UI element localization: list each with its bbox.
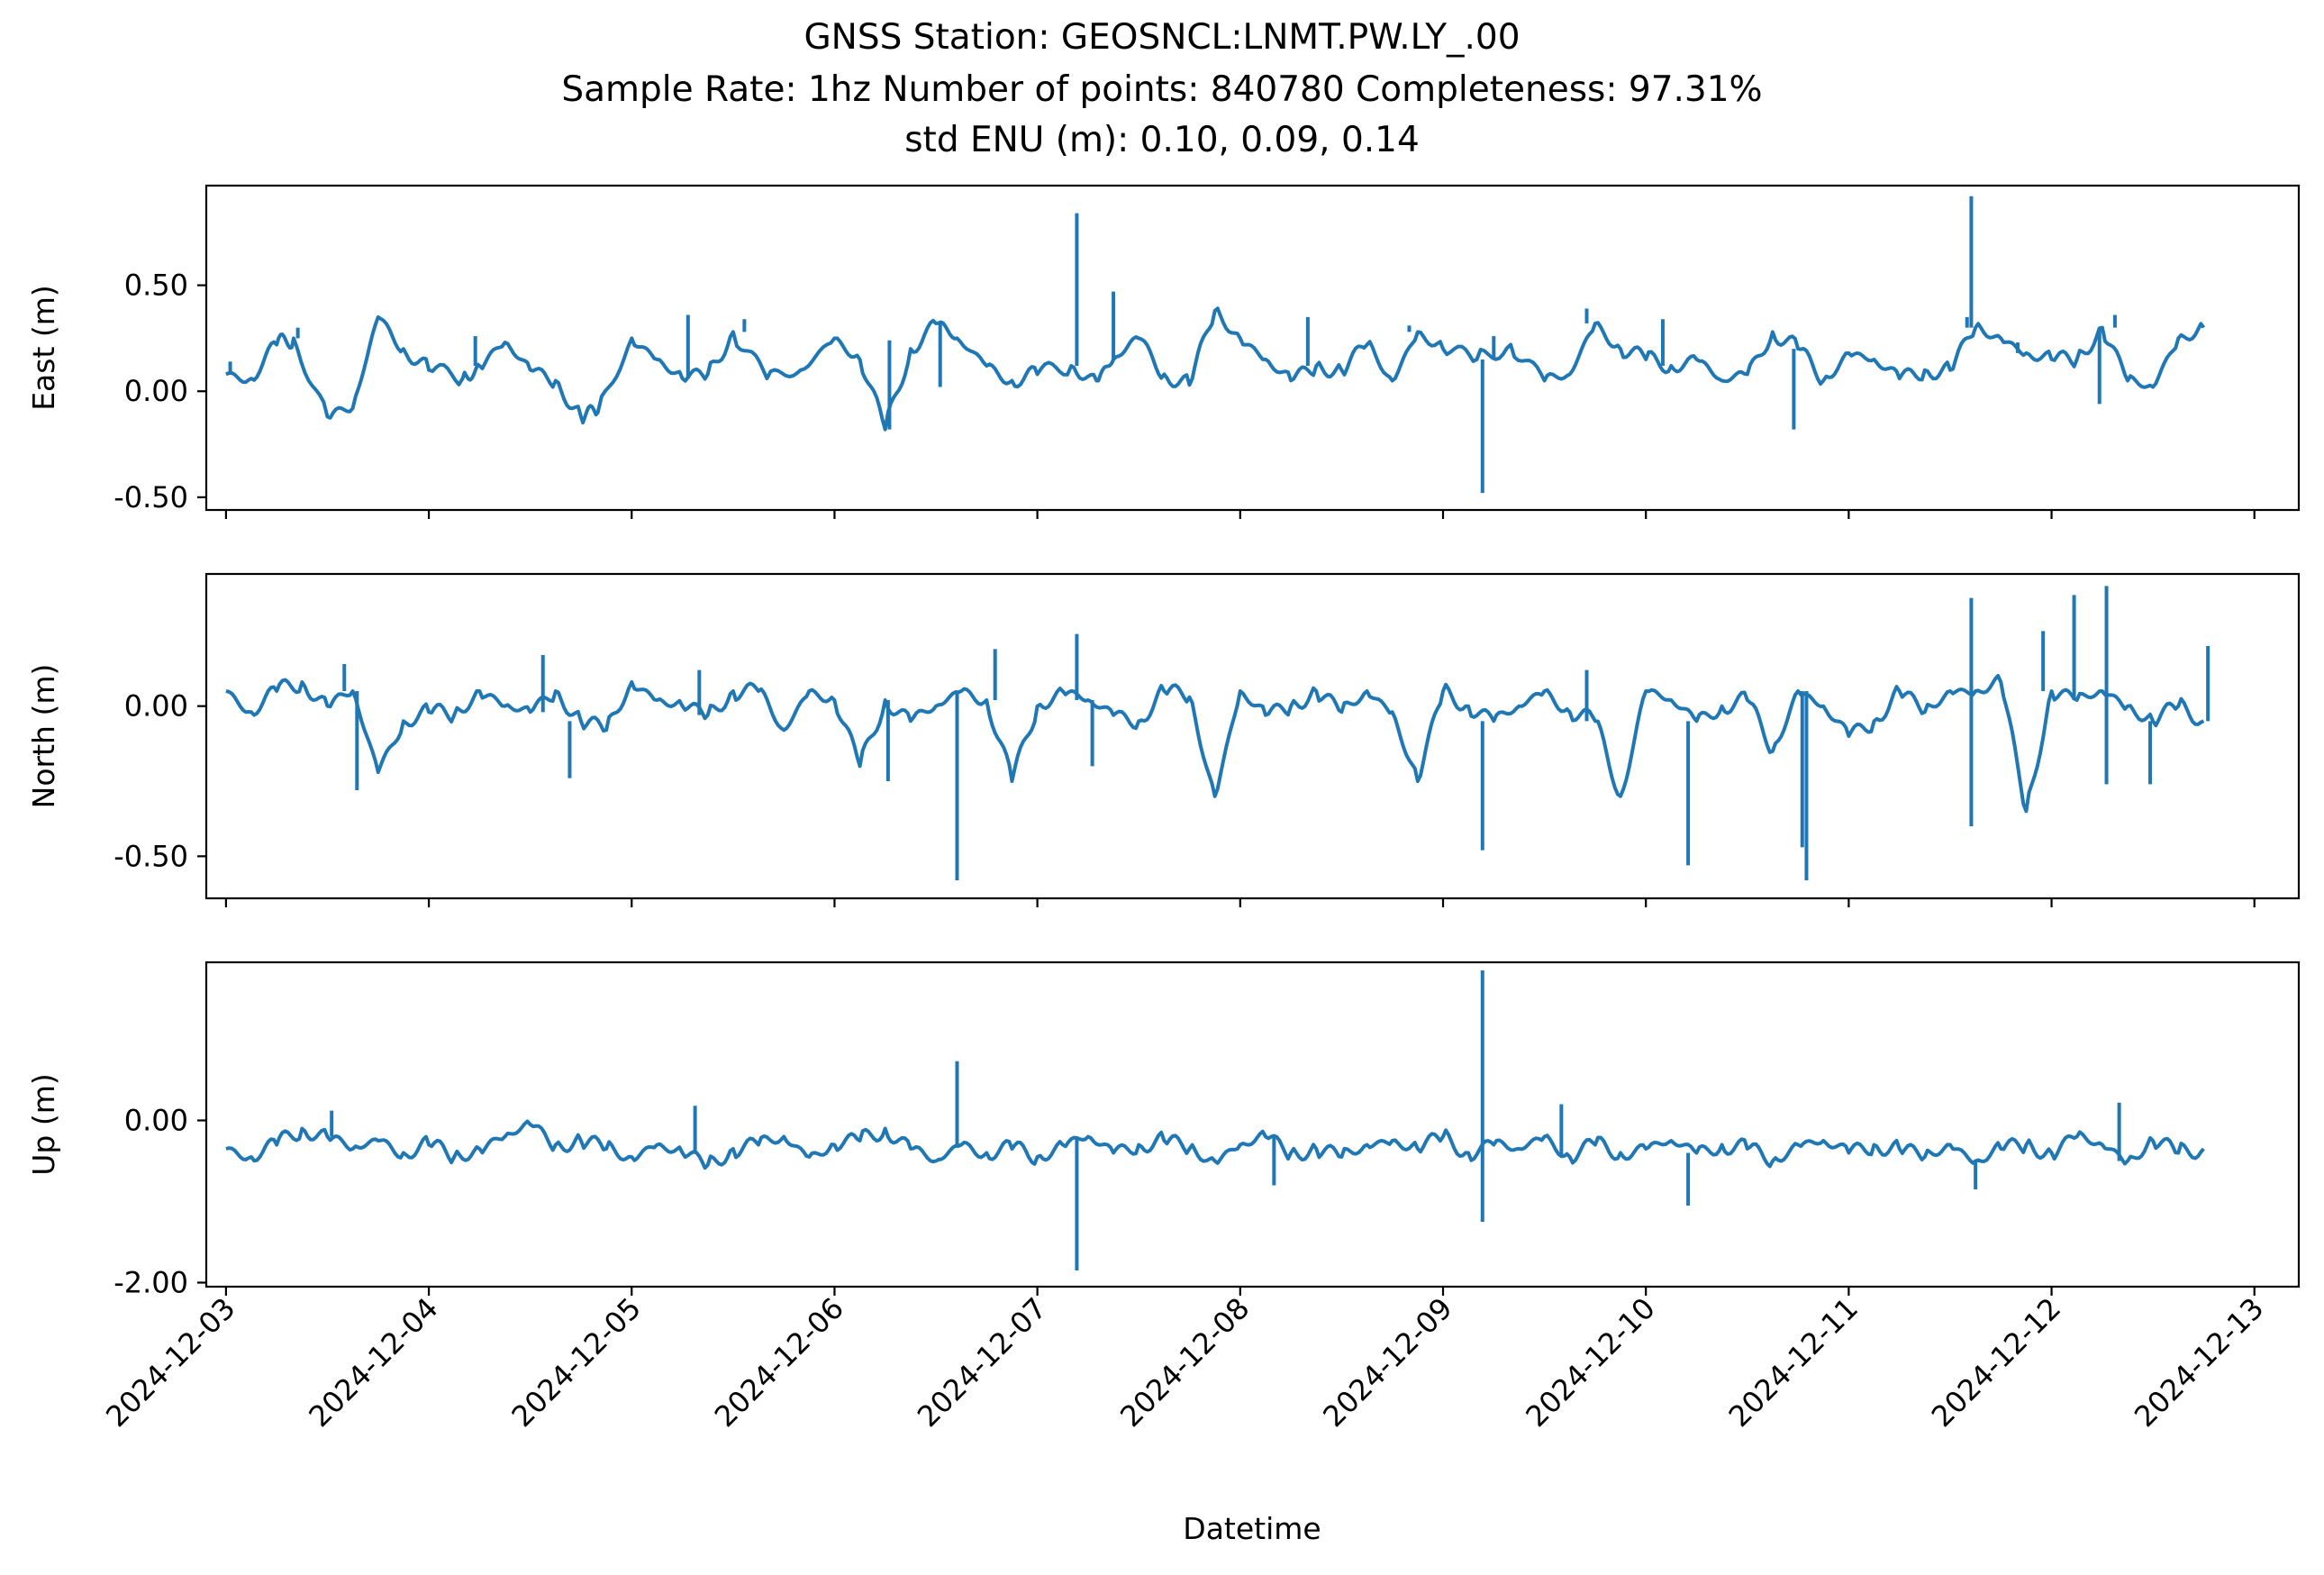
axes-frame-north [204,572,2301,900]
x-tick-label: 2024-12-06 [708,1291,850,1434]
x-tick-labels: 2024-12-03 2024-12-04 2024-12-05 2024-12-06… [99,1291,2270,1434]
y-axis-label-north: North (m) [26,664,61,809]
x-tick-label: 2024-12-10 [1519,1291,1661,1434]
y-tick-label-east: 0.50 [124,269,188,303]
panel-east: 0.50 0.00 -0.50 East (m) [26,184,2301,519]
x-tick-label: 2024-12-11 [1722,1291,1865,1434]
figure-title: GNSS Station: GEOSNCL:LNMT.PW.LY_.00 Sam… [561,17,1762,160]
x-tick-label: 2024-12-12 [1925,1291,2067,1434]
y-tick-label-east: -0.50 [113,480,188,514]
x-axis-label: Datetime [1183,1511,1321,1546]
series-line-up [225,1119,2205,1170]
y-tick-label-east: 0.00 [124,374,188,408]
y-axis-label-east: East (m) [26,285,61,411]
axes-frame-up [204,960,2301,1288]
y-tick-label-up: -2.00 [113,1266,188,1300]
y-tick-label-north: 0.00 [124,689,188,724]
title-line-2: Sample Rate: 1hz Number of points: 84078… [561,69,1762,110]
panel-north: 0.00 -0.50 North (m) [26,572,2301,907]
x-tick-label: 2024-12-05 [505,1291,648,1434]
x-tick-label: 2024-12-04 [302,1291,444,1434]
y-axis-label-up: Up (m) [26,1073,61,1176]
axes-frame-east [204,184,2301,512]
series-line-north [225,674,2205,814]
x-tick-label: 2024-12-07 [911,1291,1053,1434]
y-tick-label-north: -0.50 [113,839,188,873]
series-line-east [225,306,2206,432]
x-tick-label: 2024-12-03 [99,1291,241,1434]
x-tick-label: 2024-12-13 [2128,1291,2270,1434]
y-tick-label-up: 0.00 [124,1104,188,1138]
x-tick-label: 2024-12-08 [1113,1291,1256,1434]
x-tick-label: 2024-12-09 [1316,1291,1458,1434]
title-line-1: GNSS Station: GEOSNCL:LNMT.PW.LY_.00 [803,17,1520,58]
title-line-3: std ENU (m): 0.10, 0.09, 0.14 [904,120,1420,160]
panel-up: 0.00 -2.00 Up (m) [26,960,2301,1300]
